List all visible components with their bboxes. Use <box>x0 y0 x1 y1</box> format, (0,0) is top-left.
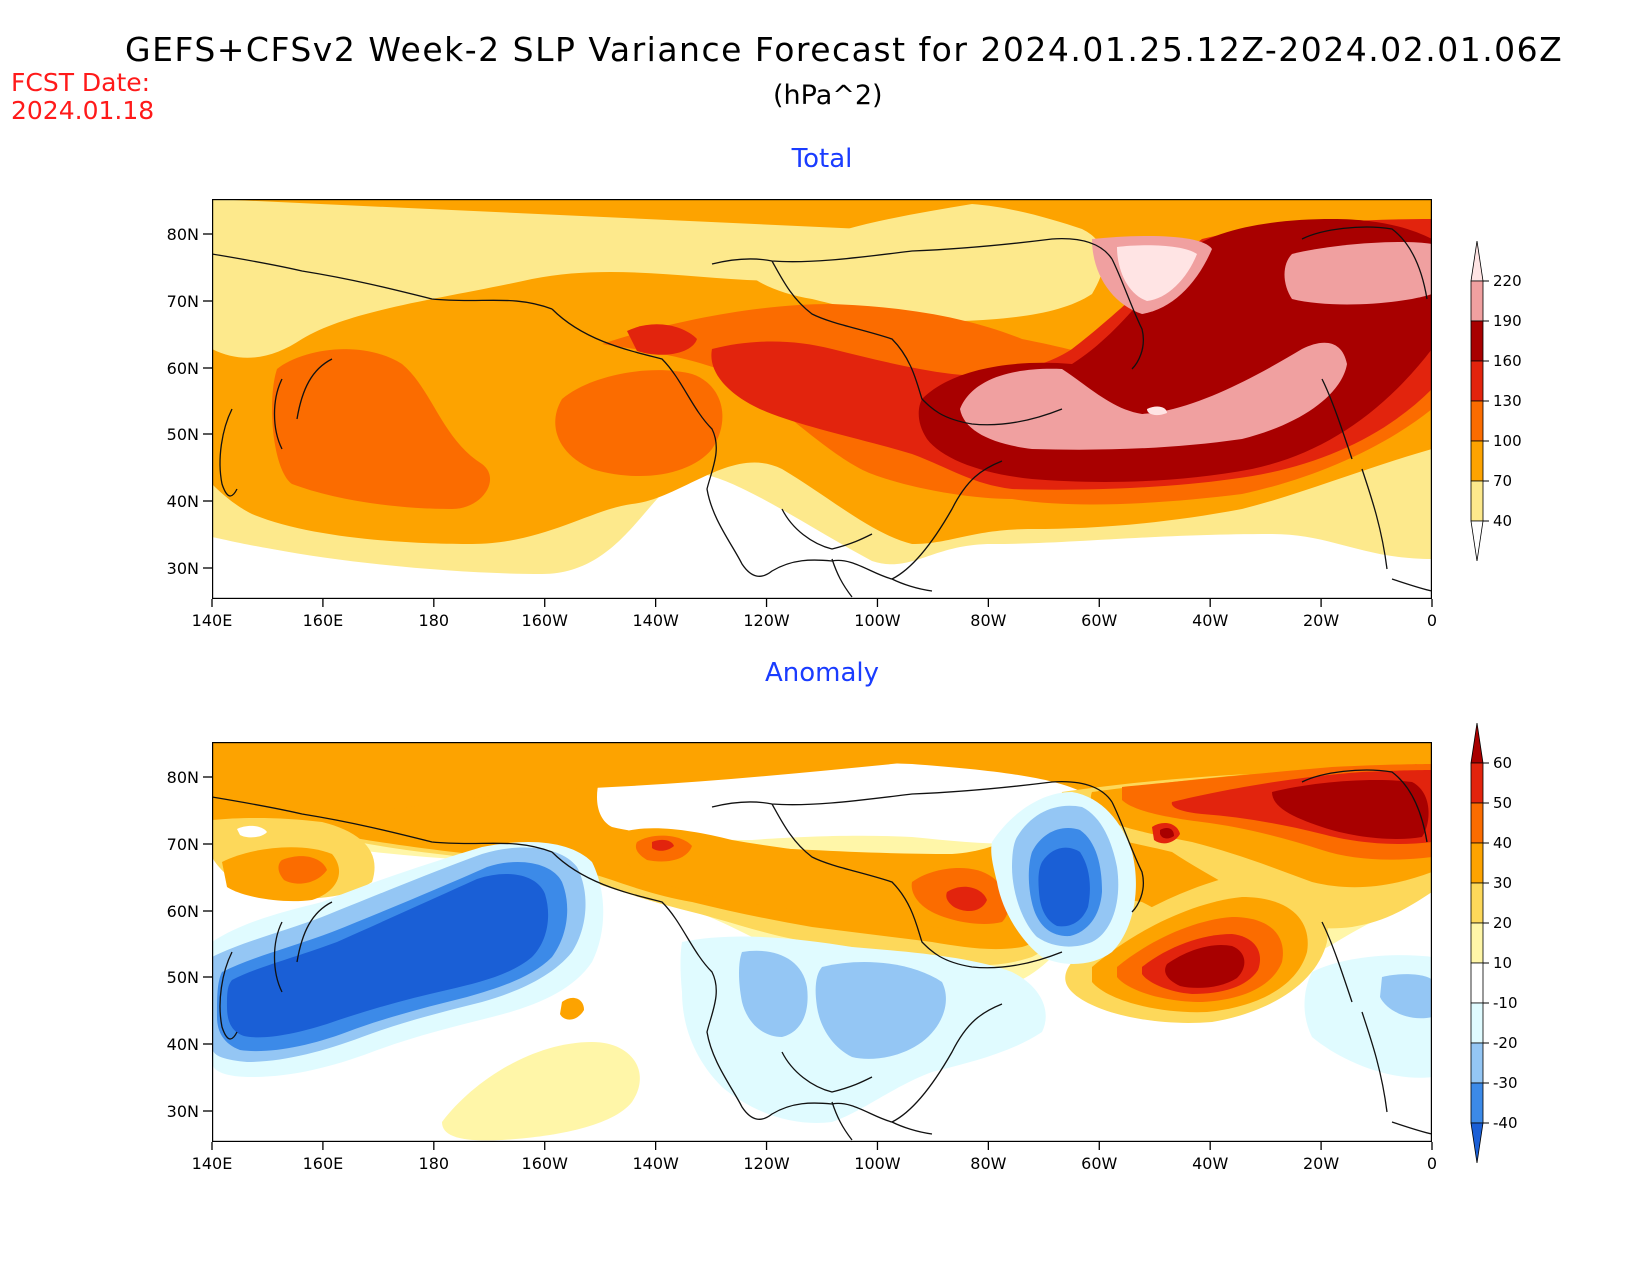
total-lon-label: 140E <box>192 611 233 630</box>
forecast-date-block: FCST Date: 2024.01.18 <box>11 69 154 125</box>
total-lat-label: 70N <box>167 292 199 311</box>
total-colorbar-label: 40 <box>1493 512 1512 530</box>
anomaly-lon-label: 140W <box>632 1154 679 1173</box>
anomaly-colorbar-label: 10 <box>1493 954 1512 972</box>
total-colorbar-label: 100 <box>1493 432 1522 450</box>
anomaly-lon-label: 80W <box>970 1154 1006 1173</box>
anomaly-colorbar-label: 40 <box>1493 834 1512 852</box>
total-lon-label: 0 <box>1427 611 1437 630</box>
total-colorbar-swatch <box>1470 440 1484 482</box>
anomaly-colorbar-label: 20 <box>1493 914 1512 932</box>
total-lat-label: 80N <box>167 225 199 244</box>
anomaly-colorbar-swatch <box>1470 1122 1484 1164</box>
anomaly-colorbar-label: 50 <box>1493 794 1512 812</box>
anomaly-lat-label: 70N <box>167 835 199 854</box>
anomaly-colorbar-swatch <box>1470 922 1484 964</box>
anomaly-lat-label: 50N <box>167 968 199 987</box>
total-colorbar-label: 190 <box>1493 312 1522 330</box>
total-lon-label: 160E <box>303 611 344 630</box>
anomaly-lon-label: 100W <box>854 1154 901 1173</box>
total-colorbar-swatch <box>1470 400 1484 442</box>
anomaly-lat-label: 40N <box>167 1035 199 1054</box>
anomaly-lon-label: 0 <box>1427 1154 1437 1173</box>
total-lat-label: 50N <box>167 425 199 444</box>
anomaly-colorbar-swatch <box>1470 1082 1484 1124</box>
total-lon-label: 80W <box>970 611 1006 630</box>
anomaly-colorbar-label: -40 <box>1493 1114 1518 1132</box>
anomaly-lon-label: 40W <box>1192 1154 1228 1173</box>
total-colorbar-label: 70 <box>1493 472 1512 490</box>
forecast-date-value: 2024.01.18 <box>11 96 155 125</box>
total-lon-label: 140W <box>632 611 679 630</box>
anomaly-colorbar-swatch <box>1470 802 1484 844</box>
total-panel-title: Total <box>791 144 853 174</box>
total-lon-label: 40W <box>1192 611 1228 630</box>
anomaly-lon-label: 160W <box>522 1154 569 1173</box>
total-colorbar-label: 220 <box>1493 272 1522 290</box>
total-colorbar-swatch <box>1470 360 1484 402</box>
anomaly-panel-title: Anomaly <box>764 658 880 688</box>
total-colorbar-swatch <box>1470 520 1484 562</box>
units-label: (hPa^2) <box>773 80 883 111</box>
anomaly-colorbar-swatch <box>1470 962 1484 1004</box>
anomaly-colorbar-swatch <box>1470 882 1484 924</box>
total-lat-label: 60N <box>167 359 199 378</box>
anomaly-lat-label: 60N <box>167 902 199 921</box>
anomaly-lat-label: 30N <box>167 1102 199 1121</box>
chart-title: GEFS+CFSv2 Week-2 SLP Variance Forecast … <box>125 30 1564 69</box>
anomaly-colorbar-label: -10 <box>1493 994 1518 1012</box>
anomaly-colorbar-label: -30 <box>1493 1074 1518 1092</box>
total-colorbar-label: 160 <box>1493 352 1522 370</box>
total-lon-label: 160W <box>522 611 569 630</box>
total-colorbar-swatch <box>1470 240 1484 282</box>
anomaly-map <box>212 742 1432 1142</box>
anomaly-colorbar-label: 30 <box>1493 874 1512 892</box>
total-lon-label: 180 <box>419 611 450 630</box>
anomaly-colorbar-swatch <box>1470 762 1484 804</box>
total-colorbar-swatch <box>1470 320 1484 362</box>
anomaly-lon-label: 160E <box>303 1154 344 1173</box>
anomaly-colorbar-swatch <box>1470 1002 1484 1044</box>
anomaly-lon-label: 60W <box>1081 1154 1117 1173</box>
total-lon-label: 60W <box>1081 611 1117 630</box>
total-colorbar-swatch <box>1470 480 1484 522</box>
forecast-date-label: FCST Date: <box>11 68 151 97</box>
anomaly-lat-label: 80N <box>167 768 199 787</box>
total-colorbar-swatch <box>1470 280 1484 322</box>
total-lat-label: 40N <box>167 492 199 511</box>
total-lon-label: 100W <box>854 611 901 630</box>
anomaly-lon-label: 120W <box>743 1154 790 1173</box>
anomaly-colorbar-swatch <box>1470 1042 1484 1084</box>
anomaly-colorbar-swatch <box>1470 722 1484 764</box>
total-colorbar-label: 130 <box>1493 392 1522 410</box>
anomaly-lon-label: 20W <box>1303 1154 1339 1173</box>
total-lon-label: 20W <box>1303 611 1339 630</box>
total-map <box>212 199 1432 599</box>
anomaly-colorbar-label: 60 <box>1493 754 1512 772</box>
anomaly-lon-label: 140E <box>192 1154 233 1173</box>
anomaly-colorbar-swatch <box>1470 842 1484 884</box>
anomaly-colorbar-label: -20 <box>1493 1034 1518 1052</box>
total-lat-label: 30N <box>167 559 199 578</box>
total-lon-label: 120W <box>743 611 790 630</box>
anomaly-lon-label: 180 <box>419 1154 450 1173</box>
